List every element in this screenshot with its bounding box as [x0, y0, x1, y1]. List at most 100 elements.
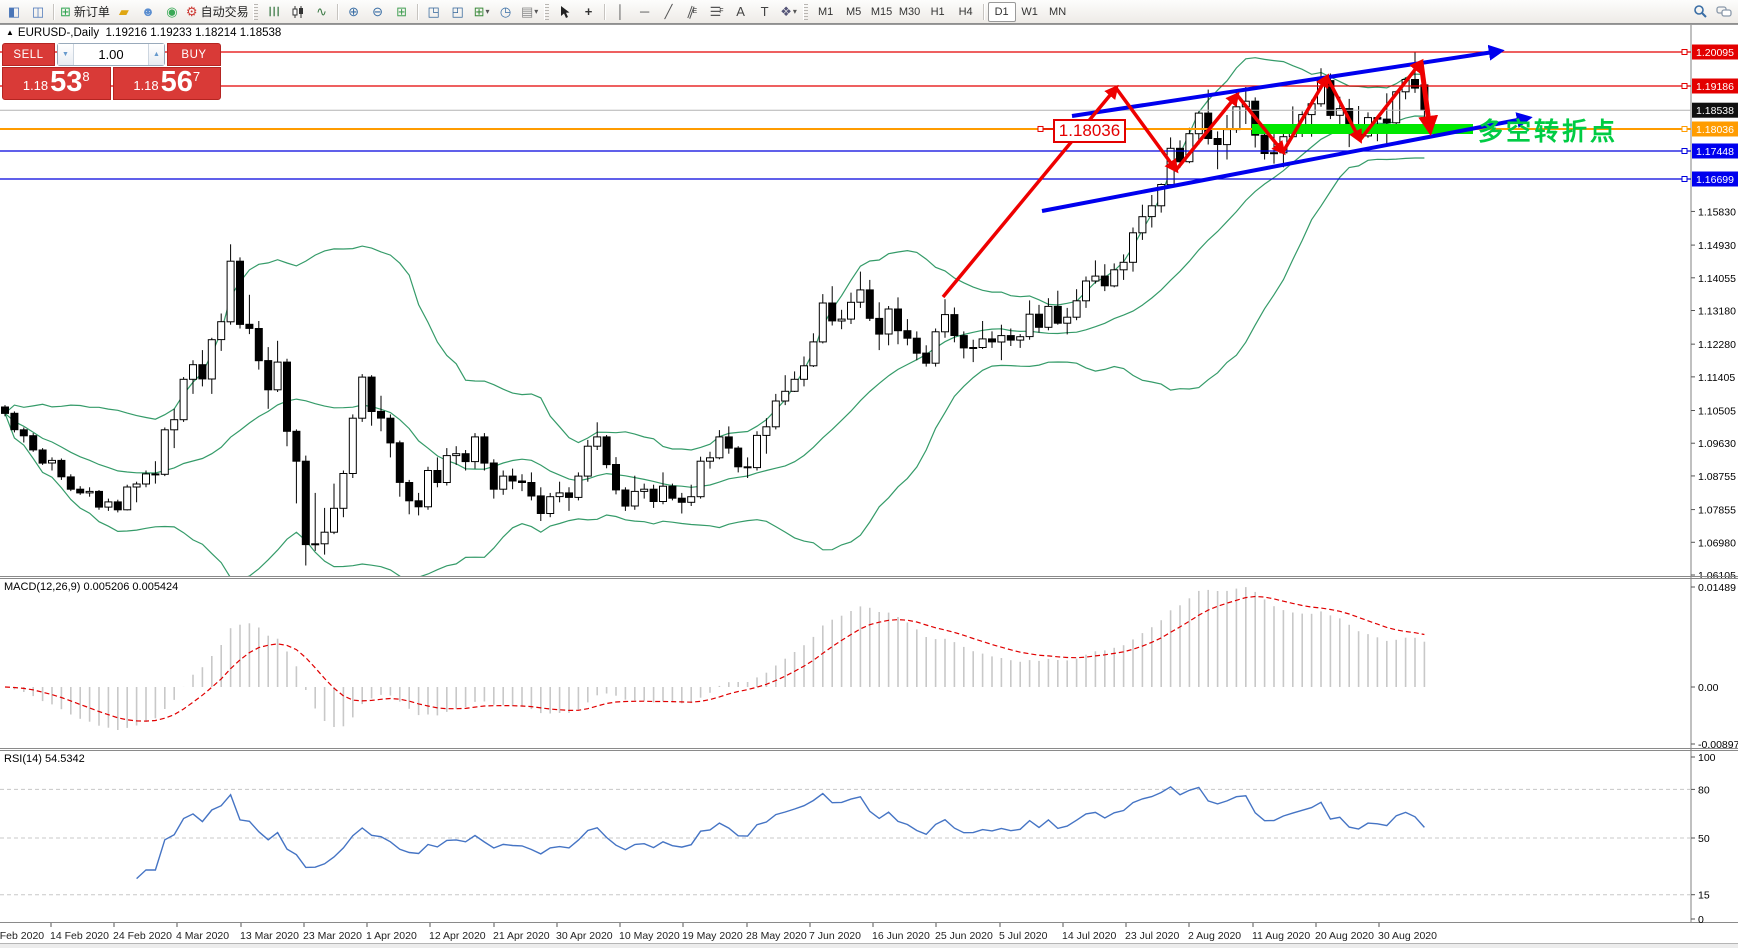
vertical-line-icon[interactable]: │	[609, 2, 633, 22]
zoom-in-icon[interactable]: ⊕	[342, 2, 366, 22]
line-handle[interactable]	[1681, 49, 1688, 55]
timeframe-d1-button[interactable]: D1	[987, 1, 1016, 22]
sell-price-base: 1.18	[22, 78, 49, 94]
toolbar-grip[interactable]	[802, 3, 808, 20]
svg-text:1.16699: 1.16699	[1696, 174, 1734, 186]
red-wave-arrow[interactable]	[1325, 76, 1362, 144]
svg-text:1.15830: 1.15830	[1698, 206, 1736, 218]
line-handle[interactable]	[1681, 126, 1688, 132]
line-handle[interactable]	[1681, 176, 1688, 182]
line-handle[interactable]	[1681, 148, 1688, 154]
date-label: 23 Jul 2020	[1125, 930, 1179, 942]
arrow-objects-icon[interactable]: ❖ ▾	[777, 2, 801, 22]
red-wave-arrow[interactable]	[1281, 73, 1330, 153]
cursor-icon[interactable]	[553, 2, 577, 22]
red-wave-arrow[interactable]	[1235, 93, 1286, 156]
new-chart-icon[interactable]: ⊞ ▾	[470, 2, 494, 22]
toolbar-separator	[603, 3, 606, 20]
sell-button[interactable]: SELL	[2, 43, 55, 66]
red-wave-arrow[interactable]	[1174, 91, 1240, 172]
search-icon[interactable]	[1688, 2, 1712, 22]
sell-price-button[interactable]: 1.18 53 8	[2, 67, 111, 100]
date-label: 13 Mar 2020	[240, 930, 299, 942]
horizontal-line-icon[interactable]: ─	[633, 2, 657, 22]
red-wave-arrow[interactable]	[1418, 61, 1439, 136]
signals-icon[interactable]: ◉	[160, 2, 184, 22]
date-label: 30 Aug 2020	[1378, 930, 1437, 942]
buy-button[interactable]: BUY	[167, 43, 221, 66]
chat-icon[interactable]	[1712, 2, 1736, 22]
collapse-triangle-icon[interactable]: ▲	[6, 28, 14, 37]
symbol-name: EURUSD-,Daily	[17, 27, 100, 39]
text-icon[interactable]: A	[729, 2, 753, 22]
macd-indicator-label: MACD(12,26,9) 0.005206 0.005424	[4, 581, 179, 593]
line-chart-icon: ∿	[316, 4, 328, 19]
chart-shift-icon[interactable]: ◰	[446, 2, 470, 22]
horizontal-level-lines[interactable]: 1.200951.191861.185381.180361.174481.166…	[0, 44, 1738, 187]
crosshair-icon[interactable]: +	[577, 2, 601, 22]
line-chart-icon[interactable]: ∿	[310, 2, 334, 22]
svg-text:1.12280: 1.12280	[1698, 339, 1736, 351]
chart-shift-icon: ◰	[451, 4, 464, 19]
new-order-button[interactable]: ⊞ 新订单	[58, 2, 112, 22]
line-handle[interactable]	[1681, 83, 1688, 89]
volume-decrease-button[interactable]: ▼	[58, 44, 74, 65]
macd-plot	[4, 587, 1426, 730]
svg-text:1.17448: 1.17448	[1696, 146, 1734, 158]
ohlc-values: 1.19216 1.19233 1.18214 1.18538	[105, 27, 282, 39]
signals-icon: ◉	[166, 4, 178, 19]
toolbar-separator	[336, 3, 339, 20]
data-window-icon: ◫	[31, 4, 45, 19]
volume-increase-button[interactable]: ▲	[148, 44, 164, 65]
chart-window-icon[interactable]: ◧	[2, 2, 26, 22]
refresh-clock-icon[interactable]: ◷	[494, 2, 518, 22]
fibonacci-icon: ☰	[709, 4, 722, 19]
data-window-icon[interactable]: ◫	[26, 2, 50, 22]
timeframe-w1-button[interactable]: W1	[1021, 5, 1038, 18]
timeframe-m15-button[interactable]: M15	[870, 5, 893, 18]
volume-value[interactable]: 1.00	[98, 47, 124, 62]
zoom-out-icon: ⊖	[372, 4, 384, 19]
timeframe-m30-button[interactable]: M30	[898, 5, 921, 18]
timeframe-m5-button[interactable]: M5	[845, 5, 862, 18]
price-annotation-box[interactable]: 1.18036	[1053, 119, 1126, 143]
svg-text:1.07855: 1.07855	[1698, 505, 1736, 517]
buy-price-button[interactable]: 1.18 56 7	[112, 67, 221, 100]
arrow-objects-icon-dropdown[interactable]: ▾	[792, 7, 797, 16]
templates-icon[interactable]: ▤ ▾	[518, 2, 542, 22]
text-label-icon: T	[760, 4, 769, 19]
community-icon[interactable]: ☻	[136, 2, 160, 22]
toolbar-grip[interactable]	[252, 3, 258, 20]
tile-windows-icon[interactable]: ⊞	[390, 2, 414, 22]
autotrading-button[interactable]: ⚙ 自动交易	[184, 2, 251, 22]
blue-channel-trendline[interactable]	[1041, 112, 1533, 213]
zoom-out-icon[interactable]: ⊖	[366, 2, 390, 22]
red-wave-arrow[interactable]	[1114, 86, 1179, 174]
green-pivot-zone[interactable]	[1252, 124, 1473, 134]
chart-window-icon: ◧	[7, 4, 21, 19]
deposit-gold-icon[interactable]: ▰	[112, 2, 136, 22]
autotrading-button-label: 自动交易	[200, 5, 249, 19]
blue-channel-trendline[interactable]	[1071, 44, 1505, 118]
pivot-zone-text[interactable]: 多空转折点	[1478, 117, 1619, 146]
red-wave-arrow[interactable]	[1358, 58, 1424, 142]
trendline-icon[interactable]: ╱	[657, 2, 681, 22]
equidistant-channel-icon[interactable]: ∥ E	[685, 3, 698, 20]
date-label: 5 Feb 2020	[0, 930, 44, 942]
timeframe-mn-button[interactable]: MN	[1049, 5, 1067, 18]
candlestick-chart-icon[interactable]	[286, 2, 310, 22]
fibonacci-icon[interactable]: ☰ F	[709, 4, 724, 19]
auto-scroll-icon[interactable]: ◳	[422, 2, 446, 22]
one-click-trading-panel: SELL ▼ 1.00 ▲ BUY 1.18 53 8 1.18 56 7	[2, 43, 221, 100]
text-label-icon[interactable]: T	[753, 2, 777, 22]
toolbar-grip[interactable]	[543, 3, 549, 20]
crosshair-icon: +	[584, 4, 593, 19]
templates-icon-dropdown[interactable]: ▾	[534, 7, 539, 16]
new-chart-icon-dropdown[interactable]: ▾	[485, 7, 490, 16]
bar-chart-icon[interactable]: ☰	[262, 2, 286, 22]
timeframe-m1-button[interactable]: M1	[817, 5, 834, 18]
timeframe-h1-button[interactable]: H1	[930, 5, 945, 18]
timeframe-h4-button[interactable]: H4	[958, 5, 973, 18]
